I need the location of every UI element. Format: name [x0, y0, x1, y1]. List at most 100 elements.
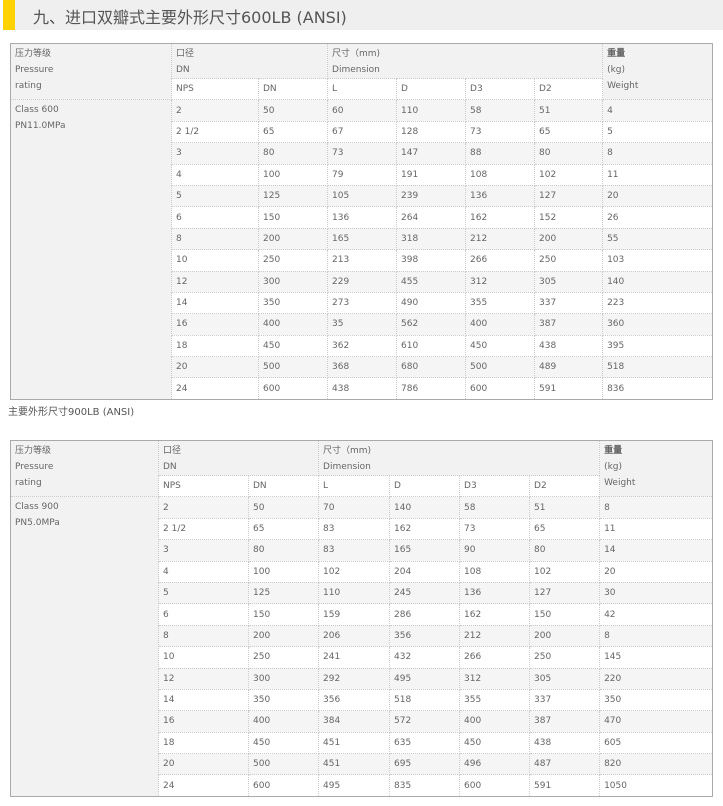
table-cell: 266 [459, 646, 531, 669]
table-cell: 50 [247, 496, 320, 519]
table-cell: 8 [599, 624, 713, 648]
subheader-cell: D [396, 77, 467, 101]
accent-stripe [3, 0, 15, 30]
table-cell: 26 [602, 206, 713, 229]
table-cell: 136 [465, 184, 536, 208]
table-row: 20 500 451 695 496 487 820 [11, 753, 713, 776]
table-cell: 398 [396, 249, 467, 272]
table-row: 24 600 438 786 600 591 836 [11, 377, 713, 400]
header-line: 重量 [607, 49, 626, 59]
rating-cell: Class 900 PN5.0MPa [10, 496, 159, 797]
header-line: rating [15, 478, 42, 488]
table-cell: 159 [318, 603, 391, 626]
table-cell: 355 [459, 688, 531, 712]
table-row: 10 250 213 398 266 250 103 [11, 249, 713, 272]
table-cell: 79 [327, 163, 398, 186]
header-line: 尺寸（mm) [323, 446, 372, 456]
table-cell: 204 [389, 560, 461, 583]
table-cell: 245 [389, 581, 461, 605]
table-cell: 500 [257, 356, 329, 379]
header-line: 口径 [163, 446, 182, 456]
table-cell: 191 [396, 163, 467, 186]
table-cell: 450 [257, 334, 329, 358]
header-line: Pressure [15, 462, 54, 472]
table-cell: 300 [257, 270, 329, 293]
table-cell: 65 [534, 120, 604, 144]
header-size: 口径 DN [157, 440, 320, 476]
table-cell: 432 [389, 646, 461, 669]
table-row: 8 200 165 318 212 200 55 [11, 227, 713, 251]
table-cell: 786 [396, 377, 467, 400]
table-cell: 8 [171, 227, 259, 251]
table-cell: 128 [396, 120, 467, 144]
subheader-cell: L [327, 77, 398, 101]
table-cell: 300 [247, 667, 320, 690]
header-line: PN5.0MPa [15, 518, 60, 529]
spec-table-600lb: 压力等级 Pressure rating 口径 DN 尺寸（mm) Dimension 重量 (… [10, 42, 713, 400]
table-cell: 4 [171, 163, 259, 186]
table-cell: 24 [158, 774, 249, 797]
table-cell: 165 [389, 539, 461, 562]
table-cell: 490 [396, 291, 467, 315]
table-cell: 150 [529, 603, 601, 626]
table-cell: 292 [318, 667, 391, 690]
table-cell: 67 [327, 120, 398, 144]
table-cell: 266 [465, 249, 536, 272]
table-cell: 105 [327, 184, 398, 208]
header-line: Class 600 [15, 105, 59, 116]
table-cell: 312 [459, 667, 531, 690]
table-row: 10 250 241 432 266 250 145 [11, 646, 713, 669]
table-cell: 108 [465, 163, 536, 186]
table-cell: 12 [171, 270, 259, 293]
table-row: 3 80 73 147 88 80 8 [11, 142, 713, 165]
header-line: Class 900 [15, 502, 59, 513]
table-row: 3 80 83 165 90 80 14 [11, 539, 713, 562]
table-cell: 6 [171, 206, 259, 229]
table-cell: 2 1/2 [171, 120, 259, 144]
table-cell: 110 [318, 581, 391, 605]
table-cell: 11 [599, 517, 713, 541]
table-cell: 5 [171, 184, 259, 208]
subheader-cell: DN [257, 77, 329, 101]
table-cell: 487 [529, 753, 601, 776]
table-cell: 140 [389, 496, 461, 519]
table-cell: 10 [158, 646, 249, 669]
table-row: 12 300 292 495 312 305 220 [11, 667, 713, 690]
header-line: rating [15, 81, 42, 91]
table-cell: 318 [396, 227, 467, 251]
table-cell: 20 [171, 356, 259, 379]
table-cell: 360 [602, 313, 713, 336]
table-row: Class 600 PN11.0MPa 2 50 60 110 58 51 4 [10, 99, 713, 400]
subheader-cell: NPS [171, 77, 259, 101]
header-line: 重量 [604, 446, 623, 456]
table-row: 5 125 105 239 136 127 20 [11, 184, 713, 208]
table-cell: 337 [534, 291, 604, 315]
table-cell: 24 [171, 377, 259, 400]
table-row: 5 125 110 245 136 127 30 [11, 581, 713, 605]
table-cell: 150 [247, 603, 320, 626]
table-cell: 362 [327, 334, 398, 358]
table-cell: 470 [599, 710, 713, 733]
table-cell: 5 [602, 120, 713, 144]
table-cell: 450 [459, 731, 531, 755]
table-cell: 60 [327, 99, 398, 122]
table-cell: 102 [534, 163, 604, 186]
table-row: 2 1/2 65 67 128 73 65 5 [11, 120, 713, 144]
table-cell: 14 [599, 539, 713, 562]
table-cell: 605 [599, 731, 713, 755]
table-cell: 20 [158, 753, 249, 776]
table-row: 2 1/2 65 83 162 73 65 11 [11, 517, 713, 541]
header-line: Weight [604, 478, 636, 488]
table-cell: 2 [158, 496, 249, 519]
table-cell: 213 [327, 249, 398, 272]
table-cell: 264 [396, 206, 467, 229]
table-row: 12 300 229 455 312 305 140 [11, 270, 713, 293]
table-cell: 250 [257, 249, 329, 272]
table-cell: 500 [247, 753, 320, 776]
section-title: 九、进口双瓣式主要外形尺寸600LB (ANSI) [33, 8, 347, 27]
header-line: 压力等级 [15, 49, 52, 59]
header-line: Weight [607, 81, 639, 91]
table-cell: 450 [465, 334, 536, 358]
table-cell: 80 [257, 142, 329, 165]
table-cell: 384 [318, 710, 391, 733]
